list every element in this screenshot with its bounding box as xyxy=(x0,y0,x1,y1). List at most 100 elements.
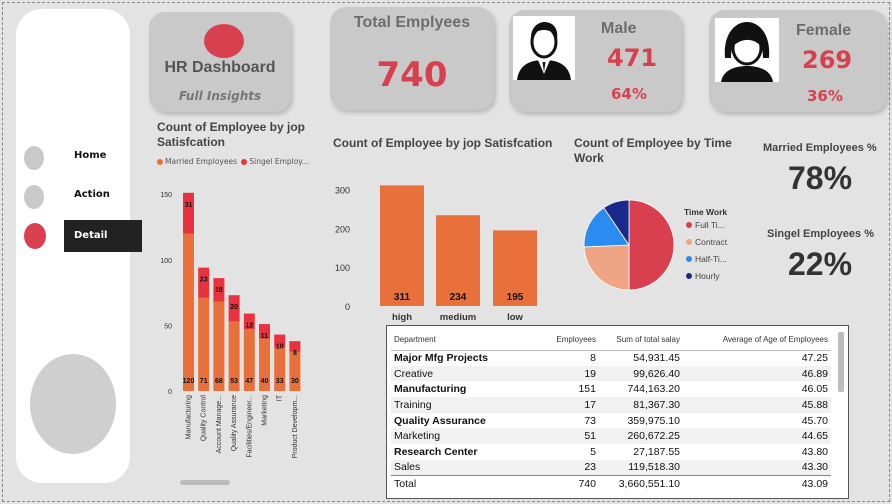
table-row[interactable]: Sales 23 119,518.30 43.30 xyxy=(391,459,831,476)
chart1-category-label: Quality Assurance xyxy=(231,395,238,452)
table-cell-value: 17 xyxy=(549,397,599,413)
chart2-bar[interactable] xyxy=(493,230,537,306)
col-avg-age[interactable]: Average of Age of Employees xyxy=(683,330,831,351)
table-cell-value: 51 xyxy=(549,428,599,445)
table-cell-value: 359,975.10 xyxy=(627,414,680,427)
chart1-bar-married[interactable] xyxy=(289,351,301,391)
male-label: Male xyxy=(601,20,637,37)
chart1-bar-married[interactable] xyxy=(274,347,286,391)
chart2-title: Count of Employee by jop Satisfcation xyxy=(333,136,553,150)
col-salary[interactable]: Sum of total salay xyxy=(599,330,683,351)
chart1-bar-married[interactable] xyxy=(259,338,270,392)
chart1-category-label: Product Developm... xyxy=(292,395,299,458)
chart1-bar-single[interactable] xyxy=(228,295,240,322)
female-avatar-icon xyxy=(715,18,779,82)
chart1-bar-married[interactable] xyxy=(213,301,225,391)
table-cell-value: 151 xyxy=(578,383,596,396)
table-cell-value: 744,163.20 xyxy=(627,383,680,396)
chart1-bar-single[interactable] xyxy=(274,334,286,348)
nav-detail-label: Detail xyxy=(64,220,142,252)
chart3-legend-label: Half-Ti... xyxy=(695,254,727,264)
table-cell-value: 81,367.30 xyxy=(599,397,683,413)
table-row[interactable]: Marketing 51 260,672.25 44.65 xyxy=(391,428,831,445)
chart2-category-label: low xyxy=(507,312,523,323)
chart3-slice[interactable] xyxy=(628,199,675,291)
chart1-label-married: 71 xyxy=(200,378,208,385)
nav-action-label: Action xyxy=(74,189,110,200)
table-cell-department: Research Center xyxy=(394,445,478,458)
total-employees-card: Total Emplyees 740 xyxy=(330,7,494,110)
avatar xyxy=(30,354,116,454)
chart1-label-single: 10 xyxy=(276,344,284,351)
table-cell-value: 73 xyxy=(584,414,596,427)
table-cell-value: 19 xyxy=(549,365,599,382)
chart1-bar-single[interactable] xyxy=(183,192,194,234)
chart1-label-single: 12 xyxy=(245,323,253,330)
col-employees[interactable]: Employees xyxy=(549,330,599,351)
chart1-label-single: 23 xyxy=(200,277,208,284)
chart2-bar[interactable] xyxy=(436,215,480,306)
chart1-label-married: 68 xyxy=(215,378,223,385)
table-vertical-scrollbar[interactable] xyxy=(838,332,844,392)
chart1-bar-single[interactable] xyxy=(243,313,255,330)
chart1-title: Count of Employee by jop Satisfcation xyxy=(157,120,306,149)
table-row[interactable]: Major Mfg Projects 8 54,931.45 47.25 xyxy=(391,350,831,366)
page-subtitle: Full Insights xyxy=(178,89,262,103)
chart2-ytick: 100 xyxy=(335,263,350,273)
legend-single-label: Singel Employ... xyxy=(249,157,309,166)
chart1-ytick: 150 xyxy=(160,192,172,199)
table-cell-value: 99,626.40 xyxy=(599,365,683,382)
col-avg-age-label: Average of Age of Employees xyxy=(722,335,828,345)
chart1-label-married: 53 xyxy=(230,378,238,385)
sidebar: Home Action Detail xyxy=(16,9,142,483)
chart1-bar-married[interactable] xyxy=(183,233,194,392)
chart3-slice[interactable] xyxy=(583,207,630,248)
table-cell-value: 54,931.45 xyxy=(633,352,680,365)
chart1-bar-married[interactable] xyxy=(243,329,255,391)
chart1-category-label: Facilities/Engineer... xyxy=(246,395,253,458)
chart1-bar-married[interactable] xyxy=(198,297,210,391)
chart3-pie: Time Work Full Ti... Contract Half-Ti... Hou… xyxy=(583,199,728,291)
table-row[interactable]: Creative 19 99,626.40 46.89 xyxy=(391,365,831,382)
female-value: 269 xyxy=(802,46,853,74)
table-row[interactable]: Quality Assurance 73 359,975.10 45.70 xyxy=(391,413,831,429)
nav-home-dot-icon xyxy=(24,146,44,170)
chart1-bar-married[interactable] xyxy=(228,321,240,391)
chart1-category-label: Marketing xyxy=(262,395,269,426)
female-percent: 36% xyxy=(807,87,843,105)
chart1-bar-single[interactable] xyxy=(198,267,210,298)
chart1-label-married: 40 xyxy=(261,378,269,385)
chart3-slice[interactable] xyxy=(583,244,630,291)
table-cell-department: Manufacturing xyxy=(394,383,467,396)
chart2-bar[interactable] xyxy=(380,185,424,306)
table-row[interactable]: Manufacturing 151 744,163.20 46.05 xyxy=(391,381,831,397)
chart2-data-label: 195 xyxy=(507,292,524,303)
table-row[interactable]: Training 17 81,367.30 45.88 xyxy=(391,397,831,413)
table-cell-department: Creative xyxy=(391,365,549,382)
female-card: Female 269 36% xyxy=(709,10,887,112)
col-department[interactable]: Department xyxy=(391,330,549,351)
nav-action[interactable]: Action xyxy=(16,181,128,213)
chart2-ytick: 300 xyxy=(335,186,350,196)
table-cell-value: 27,187.55 xyxy=(633,445,680,458)
married-pct-value: 78% xyxy=(788,160,853,196)
chart3-legend-label: Hourly xyxy=(695,271,720,281)
table-cell-value: 47.25 xyxy=(801,352,828,365)
married-pct-label: Married Employees % xyxy=(763,142,877,154)
chart3-title: Count of Employee by Time Work xyxy=(574,136,732,165)
chart1-label-single: 18 xyxy=(215,287,223,294)
nav-home[interactable]: Home xyxy=(16,142,128,174)
legend-single-dot-icon xyxy=(241,159,248,165)
chart1-horizontal-scrollbar[interactable] xyxy=(180,480,230,485)
chart1-bar-single[interactable] xyxy=(213,278,225,302)
table-row[interactable]: Research Center 5 27,187.55 43.80 xyxy=(391,444,831,460)
nav-action-dot-icon xyxy=(24,185,44,209)
logo-dot-icon xyxy=(204,24,244,58)
chart3-slice[interactable] xyxy=(603,199,630,247)
chart2-category-label: high xyxy=(392,312,412,323)
chart1-bar-single[interactable] xyxy=(259,324,270,339)
chart1-bar-single[interactable] xyxy=(289,341,301,352)
chart1-label-married: 47 xyxy=(245,378,253,385)
table-cell-department: Marketing xyxy=(391,428,549,445)
nav-detail[interactable]: Detail xyxy=(16,220,142,252)
